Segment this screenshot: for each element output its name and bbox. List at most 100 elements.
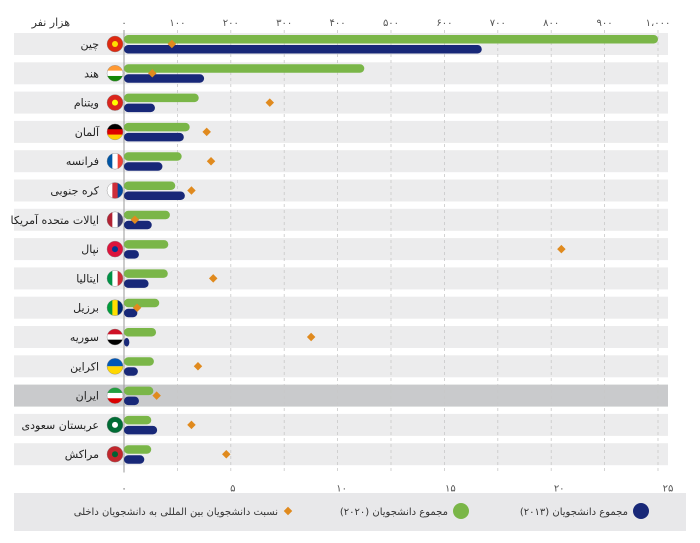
- bar-2020: [124, 445, 152, 454]
- ratio-marker: [206, 156, 216, 166]
- row-band: [14, 208, 668, 231]
- category-label: ایران: [76, 390, 99, 403]
- flags: [106, 35, 124, 463]
- bottom-tick-label: ۲۰: [554, 484, 565, 495]
- category-label: هند: [84, 67, 99, 80]
- bar-2013: [124, 338, 130, 347]
- bar-2020: [124, 181, 176, 190]
- italy-flag-icon: [107, 270, 123, 287]
- category-labels: چین هند ویتنام آلمان فرانسه کره جنوبی ایالات م…: [11, 38, 100, 461]
- legend: نسبت دانشجویان بین المللی به دانشجویان د…: [14, 493, 686, 531]
- india-flag-icon: [107, 65, 123, 82]
- bar-2013: [124, 308, 138, 318]
- top-tick-label: ۳۰۰: [276, 18, 292, 29]
- bar-2013: [124, 74, 205, 83]
- category-label: چین: [81, 38, 100, 51]
- legend-ratio-label: نسبت دانشجویان بین المللی به دانشجویان د…: [74, 507, 278, 518]
- vietnam-flag-icon: [107, 94, 123, 111]
- bottom-tick-label: ۱۵: [445, 484, 456, 495]
- bottom-tick-label: ۰: [121, 484, 126, 495]
- legend-ratio-marker: [283, 506, 293, 516]
- top-tick-label: ۰: [121, 18, 126, 29]
- category-label: اکراین: [70, 360, 99, 373]
- top-tick-label: ۵۰۰: [383, 18, 399, 29]
- bar-2020: [124, 122, 190, 132]
- category-label: فرانسه: [66, 155, 99, 168]
- ratio-marker: [152, 391, 161, 400]
- bar-2020: [124, 298, 160, 308]
- top-tick-label: ۸۰۰: [543, 18, 559, 29]
- ratio-marker: [265, 98, 275, 107]
- bars: [124, 35, 658, 464]
- ratio-marker: [187, 420, 196, 430]
- china-flag-icon: [107, 36, 123, 52]
- south-korea-flag-icon: [107, 182, 123, 199]
- legend-2013-marker: [633, 503, 649, 519]
- bar-2013: [124, 220, 152, 230]
- category-label: کره جنوبی: [50, 185, 99, 198]
- category-label: آلمان: [75, 125, 100, 139]
- bar-2013: [124, 162, 163, 171]
- category-label: ویتنام: [74, 97, 99, 110]
- ratio-marker: [132, 303, 142, 312]
- legend-2020-marker: [453, 503, 469, 519]
- bar-2020: [124, 152, 182, 161]
- brazil-flag-icon: [107, 299, 123, 316]
- bar-2013: [124, 103, 155, 113]
- bar-2013: [124, 191, 185, 200]
- top-tick-label: ۷۰۰: [490, 18, 506, 29]
- bar-2020: [124, 35, 658, 44]
- category-label: سوریه: [70, 331, 99, 344]
- ratio-marker: [208, 274, 218, 283]
- legend-box: [14, 493, 686, 531]
- bar-2020: [124, 64, 365, 73]
- gridlines: [123, 30, 659, 473]
- category-label: ایتالیا: [76, 272, 99, 285]
- nepal-flag-icon: [107, 241, 123, 258]
- syria-flag-icon: [107, 329, 123, 345]
- bar-2020: [124, 240, 169, 249]
- france-flag-icon: [107, 153, 123, 170]
- bottom-tick-label: ۲۵: [663, 484, 674, 495]
- ratio-marker: [222, 449, 231, 459]
- top-axis: ۰ ۱۰۰ ۲۰۰ ۳۰۰ ۴۰۰ ۵۰۰ ۶۰۰ ۷۰۰ ۸۰۰ ۹۰۰ ۱،۰۰۰: [121, 18, 670, 29]
- bar-2013: [124, 250, 139, 259]
- ratio-marker: [148, 69, 157, 78]
- bar-2020: [124, 93, 199, 103]
- ukraine-flag-icon: [107, 358, 123, 375]
- bar-2020: [124, 415, 152, 425]
- top-tick-label: ۱۰۰: [169, 18, 185, 29]
- morocco-flag-icon: [107, 446, 123, 463]
- top-tick-label: ۲۰۰: [223, 18, 239, 29]
- bar-2013: [124, 455, 145, 464]
- top-tick-label: ۹۰۰: [597, 18, 613, 29]
- bar-2020: [124, 386, 154, 396]
- bottom-tick-label: ۵: [230, 484, 235, 495]
- bottom-axis: ۰ ۵ ۱۰ ۱۵ ۲۰ ۲۵: [121, 484, 673, 495]
- ratio-marker: [130, 215, 140, 225]
- row-band: [14, 443, 668, 466]
- bottom-tick-label: ۱۰: [336, 484, 347, 495]
- saudi-arabia-flag-icon: [107, 416, 123, 433]
- bar-2013: [124, 132, 184, 142]
- bar-2020: [124, 269, 168, 278]
- top-tick-label: ۶۰۰: [436, 18, 452, 29]
- ratio-marker: [306, 332, 316, 342]
- iran-flag-icon: [107, 387, 123, 404]
- ratio-marker: [193, 362, 203, 371]
- row-band: [14, 413, 668, 436]
- category-label: مراکش: [65, 448, 99, 461]
- bar-2013: [124, 425, 158, 435]
- bar-2020: [124, 210, 170, 220]
- category-label: عربستان سعودی: [22, 419, 99, 432]
- legend-2020-label: مجموع دانشجویان (۲۰۲۰): [340, 507, 448, 518]
- bar-2020: [124, 357, 154, 366]
- germany-flag-icon: [107, 123, 123, 140]
- legend-2013-label: مجموع دانشجویان (۲۰۱۳): [520, 507, 628, 518]
- category-label: برزیل: [73, 302, 99, 315]
- ratio-marker: [202, 127, 211, 137]
- ratio-marker: [167, 39, 177, 49]
- top-axis-unit: هزار نفر: [31, 16, 71, 29]
- bar-2013: [124, 367, 138, 376]
